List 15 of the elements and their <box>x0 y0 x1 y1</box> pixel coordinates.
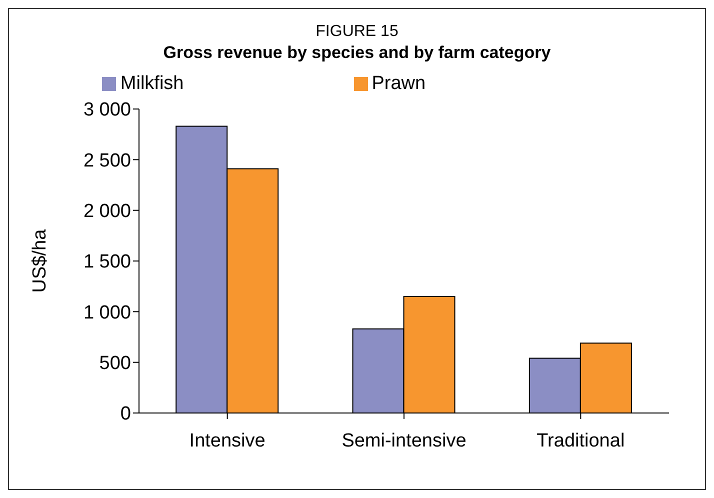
x-tick-label: Traditional <box>536 430 625 452</box>
chart-subtitle: Gross revenue by species and by farm category <box>162 43 552 63</box>
legend-label: Prawn <box>372 73 426 94</box>
y-axis-title: US$/ha <box>30 228 51 293</box>
y-tick-label: 3 000 <box>83 100 131 121</box>
x-tick-label: Semi-intensive <box>342 430 466 452</box>
legend-label: Milkfish <box>120 73 184 94</box>
y-tick-label: 0 <box>120 404 131 425</box>
y-tick-label: 1 500 <box>83 252 131 273</box>
y-tick-label: 2 500 <box>83 150 131 172</box>
y-tick-label: 1 000 <box>83 302 131 324</box>
chart-title: FIGURE 15 <box>314 22 400 41</box>
x-tick-label: Intensive <box>189 430 266 452</box>
y-tick-label: 2 000 <box>83 201 131 222</box>
y-tick-label: 500 <box>99 353 131 374</box>
